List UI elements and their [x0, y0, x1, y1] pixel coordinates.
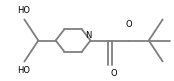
Text: N: N: [86, 31, 92, 40]
Text: O: O: [111, 69, 117, 78]
Text: HO: HO: [17, 6, 30, 15]
Text: O: O: [125, 20, 132, 29]
Text: HO: HO: [17, 66, 30, 75]
